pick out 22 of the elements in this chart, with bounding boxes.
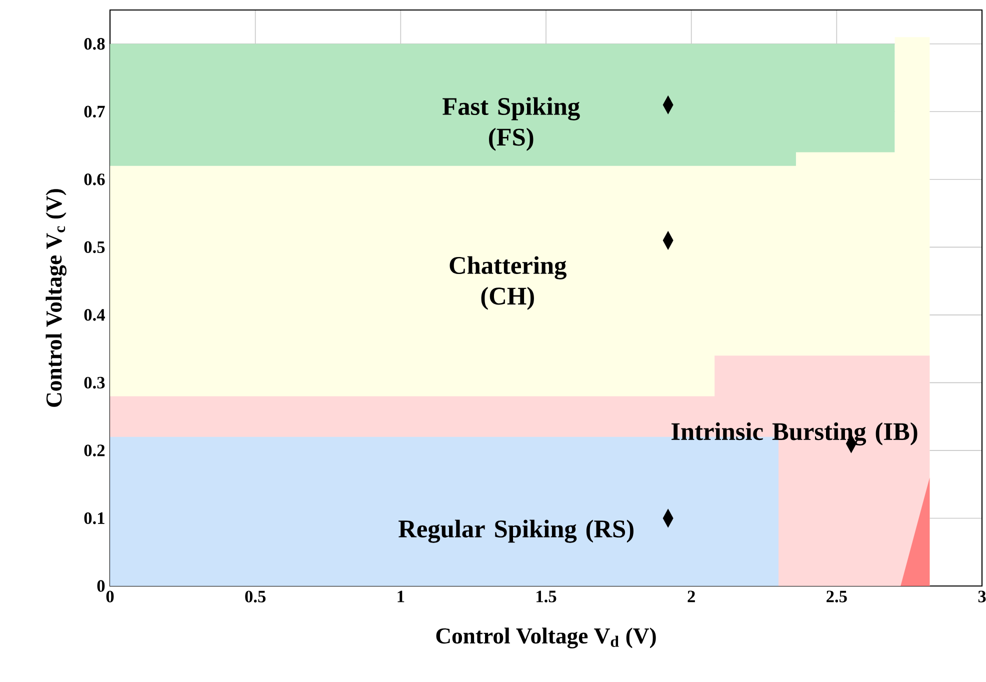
y-tick-label: 0 — [97, 580, 105, 592]
y-tick-label: 0.5 — [84, 241, 105, 254]
x-tick-label: 0.5 — [245, 590, 266, 602]
annotation: Intrinsic Bursting (IB) — [672, 422, 918, 446]
x-tick-label: 1 — [398, 590, 404, 602]
y-tick-label: 0.7 — [84, 106, 105, 118]
x-tick-label: 0 — [106, 590, 114, 602]
y-tick-label: 0.6 — [84, 174, 105, 186]
y-tick-label: 0.1 — [84, 512, 104, 524]
y-axis-title: Control Voltage V$_{c}$ (V) — [46, 189, 66, 407]
x-tick-label: 3 — [978, 590, 986, 602]
annotation: Regular Spiking (RS) — [398, 520, 634, 543]
y-tick-label: 0.3 — [84, 376, 105, 389]
annotation: Chattering (CH) — [450, 256, 566, 310]
y-tick-label: 0.8 — [84, 38, 105, 50]
y-tick-label: 0.4 — [84, 309, 105, 321]
y-tick-label: 0.2 — [84, 444, 105, 456]
x-tick-label: 1.5 — [536, 590, 556, 602]
x-axis-title: Control Voltage V$_{d}$ (V) — [436, 628, 656, 648]
x-tick-label: 2.5 — [826, 590, 847, 602]
x-tick-label: 2 — [688, 590, 695, 602]
annotation: Fast Spiking (FS) — [442, 97, 580, 151]
